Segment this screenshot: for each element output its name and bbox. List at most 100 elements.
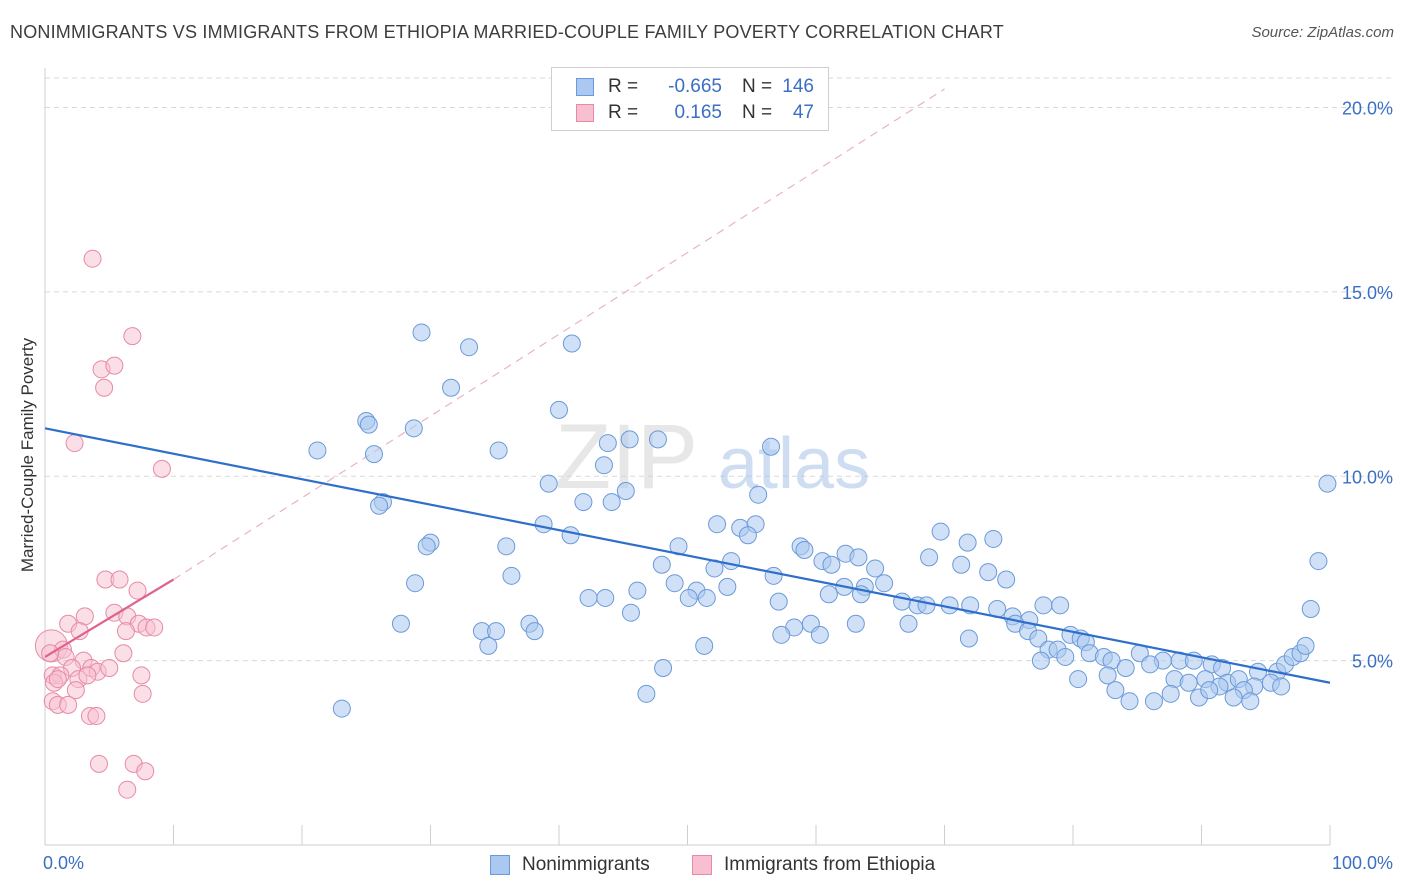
y-tick-label: 5.0% bbox=[1352, 652, 1393, 672]
legend-n-value: 47 bbox=[792, 102, 814, 123]
nonimmigrant-point bbox=[665, 574, 684, 593]
tick-labels: 5.0% 10.0% 15.0% 20.0% 0.0% 100.0% bbox=[43, 99, 1393, 874]
nonimmigrant-point bbox=[502, 566, 521, 585]
nonimmigrant-point bbox=[920, 548, 939, 567]
nonimmigrant-point bbox=[846, 614, 865, 633]
nonimmigrant-point bbox=[708, 515, 727, 534]
nonimmigrant-point bbox=[959, 629, 978, 648]
correlation-legend: R = -0.665 N = 146 R = 0.165 N = 47 bbox=[551, 67, 829, 131]
nonimmigrant-point bbox=[695, 636, 714, 655]
nonimmigrant-point bbox=[1141, 655, 1160, 674]
legend-label-ethiopia: Immigrants from Ethiopia bbox=[724, 854, 936, 875]
legend-n-label: N = bbox=[742, 76, 773, 97]
legend-r-value: 0.165 bbox=[674, 102, 722, 123]
ethiopia-point bbox=[59, 695, 78, 714]
nonimmigrant-point bbox=[899, 614, 918, 633]
nonimmigrant-point bbox=[1051, 596, 1070, 615]
ethiopia-point bbox=[87, 706, 106, 725]
nonimmigrant-point bbox=[819, 585, 838, 604]
nonimmigrant-point bbox=[1309, 552, 1328, 571]
nonimmigrant-point bbox=[738, 526, 757, 545]
nonimmigrant-point bbox=[359, 415, 378, 434]
nonimmigrant-points bbox=[308, 323, 1337, 718]
nonimmigrant-point bbox=[648, 430, 667, 449]
nonimmigrant-point bbox=[1241, 692, 1260, 711]
ethiopia-point bbox=[118, 780, 137, 799]
ethiopia-point bbox=[128, 581, 147, 600]
nonimmigrant-point bbox=[308, 441, 327, 460]
ethiopia-trend-line bbox=[44, 578, 175, 658]
legend-swatch-blue bbox=[490, 855, 510, 875]
nonimmigrant-point bbox=[1029, 629, 1048, 648]
y-tick-label: 15.0% bbox=[1342, 283, 1393, 303]
nonimmigrant-point bbox=[525, 622, 544, 641]
nonimmigrant-point bbox=[534, 515, 553, 534]
nonimmigrant-point bbox=[332, 699, 351, 718]
nonimmigrant-point bbox=[442, 378, 461, 397]
nonimmigrant-point bbox=[917, 596, 936, 615]
ethiopia-point bbox=[48, 670, 67, 689]
nonimmigrant-point bbox=[616, 482, 635, 500]
nonimmigrant-point bbox=[795, 541, 814, 559]
legend-n-label: N = bbox=[742, 102, 773, 123]
nonimmigrant-point bbox=[1224, 688, 1243, 707]
legend-swatch-blue bbox=[576, 78, 594, 96]
nonimmigrant-point bbox=[866, 559, 885, 578]
nonimmigrant-point bbox=[602, 493, 621, 512]
nonimmigrant-point bbox=[1272, 677, 1291, 696]
nonimmigrant-point bbox=[931, 522, 950, 541]
nonimmigrant-point bbox=[1301, 600, 1320, 618]
legend-swatch-pink bbox=[692, 855, 712, 875]
nonimmigrant-point bbox=[594, 456, 613, 475]
nonimmigrant-point bbox=[762, 437, 781, 456]
legend-swatch-pink bbox=[576, 104, 594, 122]
nonimmigrant-point bbox=[654, 659, 673, 677]
ethiopia-point bbox=[145, 618, 164, 637]
nonimmigrant-point bbox=[370, 496, 389, 515]
nonimmigrant-point bbox=[1056, 647, 1075, 666]
nonimmigrant-point bbox=[875, 574, 894, 593]
ethiopia-point bbox=[83, 249, 102, 268]
nonimmigrant-point bbox=[539, 474, 558, 493]
legend-r-label: R = bbox=[608, 76, 639, 97]
legend-item-ethiopia: Immigrants from Ethiopia bbox=[692, 854, 935, 876]
legend-item-nonimmigrants: Nonimmigrants bbox=[490, 854, 650, 876]
ethiopia-point bbox=[136, 762, 155, 781]
nonimmigrant-point bbox=[1200, 681, 1219, 700]
nonimmigrant-point bbox=[718, 577, 737, 596]
nonimmigrant-point bbox=[598, 434, 617, 453]
legend-row-ethiopia: R = 0.165 N = 47 bbox=[576, 101, 814, 125]
legend-n-value: 146 bbox=[782, 76, 814, 97]
ethiopia-point bbox=[152, 459, 171, 478]
ethiopia-point bbox=[114, 644, 133, 663]
nonimmigrant-point bbox=[412, 323, 431, 342]
nonimmigrant-point bbox=[417, 537, 436, 556]
nonimmigrant-point bbox=[628, 581, 647, 600]
nonimmigrant-point bbox=[822, 555, 841, 574]
nonimmigrant-point bbox=[810, 625, 829, 644]
ethiopia-point bbox=[105, 356, 124, 375]
nonimmigrant-point bbox=[404, 419, 423, 438]
nonimmigrant-point bbox=[1296, 636, 1315, 655]
nonimmigrant-point bbox=[1318, 474, 1337, 493]
nonimmigrant-point bbox=[764, 566, 783, 585]
nonimmigrant-point bbox=[596, 588, 615, 607]
nonimmigrant-point bbox=[561, 526, 580, 545]
axes bbox=[44, 68, 1331, 846]
reference-line bbox=[173, 88, 945, 581]
ethiopia-point bbox=[133, 684, 152, 703]
chart-title: NONIMMIGRANTS VS IMMIGRANTS FROM ETHIOPI… bbox=[10, 22, 1004, 42]
x-tick-label: 100.0% bbox=[1332, 853, 1393, 873]
ethiopia-point bbox=[123, 327, 142, 346]
nonimmigrant-point bbox=[1161, 684, 1180, 703]
ethiopia-point bbox=[132, 666, 151, 685]
nonimmigrant-trend-line bbox=[44, 427, 1331, 684]
legend-row-nonimmigrants: R = -0.665 N = 146 bbox=[576, 75, 814, 99]
nonimmigrant-point bbox=[550, 400, 568, 419]
nonimmigrant-point bbox=[769, 592, 788, 611]
dashed-reference-line bbox=[173, 88, 945, 581]
nonimmigrant-point bbox=[849, 548, 868, 567]
nonimmigrant-point bbox=[1069, 670, 1088, 689]
nonimmigrant-point bbox=[364, 445, 383, 464]
